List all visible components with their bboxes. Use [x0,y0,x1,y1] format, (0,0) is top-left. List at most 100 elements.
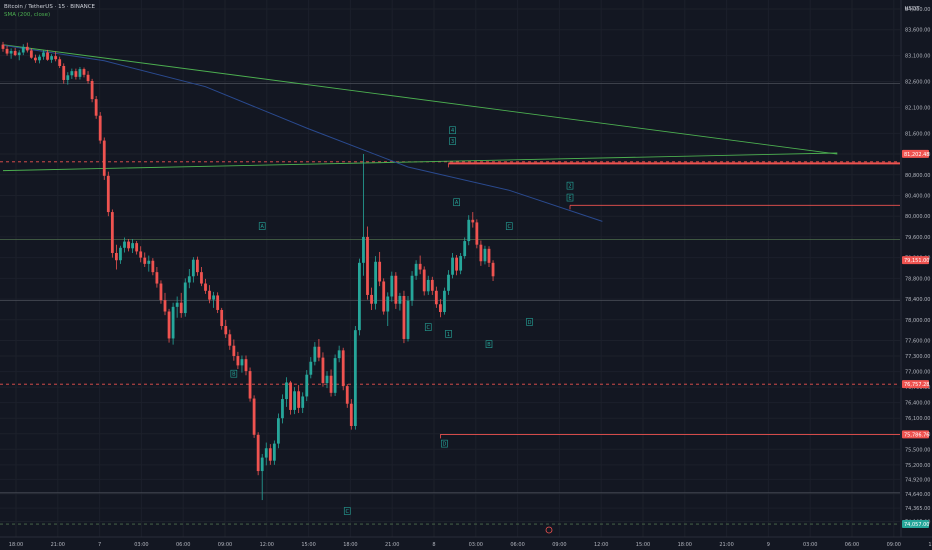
candle-body [301,396,305,408]
candle-body [459,256,463,271]
price-tick-label: 74,365.00 [905,506,930,512]
price-tick-label: 79,600.00 [905,235,930,241]
candle-body [208,290,211,300]
wave-label-box [441,439,448,448]
candle-body [487,248,491,263]
time-tick-label: 7 [98,542,101,548]
candle-body [244,359,248,372]
ascending-trendline [2,152,838,172]
candle-body [305,374,309,397]
candle-body [159,283,163,301]
candle-body [74,71,78,77]
candle-body [200,272,203,284]
candle-body [406,300,410,339]
candle-body [110,212,114,253]
candle-body [29,50,33,58]
time-tick-label: 06:00 [176,542,190,548]
candle-body [17,52,21,56]
candle-body [418,263,422,270]
candle-body [224,326,228,335]
price-tick-label: 78,000.00 [905,318,930,324]
event-marker-icon [545,526,553,534]
price-tick-label: 80,800.00 [905,173,930,179]
time-tick-label: 21:00 [385,542,399,548]
price-tick-label: 77,000.00 [905,370,930,376]
candle-body [102,140,106,176]
candle-body [439,304,442,313]
price-tag-label: 75,786.76 [904,432,929,438]
candle-body [90,81,94,100]
candle-body [394,275,398,304]
candle-body [430,279,434,291]
candle-body [171,306,175,339]
candle-body [390,275,394,297]
price-tick-label: 76,400.00 [905,401,930,407]
candle-body [147,260,151,264]
price-tick-label: 75,200.00 [905,463,930,469]
candle-body [54,56,58,60]
candle-body [297,391,301,408]
candle-body [115,252,118,261]
symbol-title: Bitcoin / TetherUS · 15 · BINANCE [4,4,96,10]
candle-body [277,418,280,444]
price-tick-label: 82,600.00 [905,80,930,86]
price-tick-label: 75,500.00 [905,447,930,453]
candle-body [163,300,167,312]
time-tick-label: 21:00 [51,542,65,548]
time-tick-label: 18:00 [343,542,357,548]
candle-body [414,263,418,276]
price-tick-label: 78,800.00 [905,276,930,282]
candle-body [256,434,260,472]
candle-body [313,346,317,362]
candle-body [471,219,475,223]
wave-label: 4 [451,128,454,134]
candle-body [248,371,252,399]
candle-body [66,75,70,80]
candle-body [479,244,483,262]
time-tick-label: 03:00 [134,542,148,548]
wave-label: D [443,442,447,448]
wave-label-box [449,137,456,145]
candle-body [443,290,446,313]
candle-body [370,294,373,304]
time-tick-label: 09:00 [552,542,566,548]
price-tag-label: 76,757.28 [904,382,929,388]
candle-body [491,262,495,277]
candle-body [139,251,143,258]
candle-body [151,260,155,273]
time-tick-label: 03:00 [469,542,483,548]
time-tick-label: 21:00 [719,542,733,548]
wave-label-box [485,340,493,348]
candle-body [131,243,134,249]
time-tick-label: 03:00 [803,542,817,548]
candle-body [293,391,296,410]
candle-body [78,69,82,77]
candle-body [475,222,479,245]
candle-body [196,259,199,273]
price-tag-label: 79,151.00 [904,258,929,264]
candle-body [236,356,240,366]
time-tick-label: 09:00 [218,542,232,548]
sma200-line [2,44,603,222]
wave-label: B [232,372,236,378]
candle-body [353,330,357,426]
wave-label: C [427,325,431,331]
candle-body [179,302,183,314]
wave-label: 2 [568,184,571,190]
candle-body [337,350,341,359]
wave-label: A [260,224,264,230]
price-tick-label: 77,300.00 [905,354,930,360]
chart-legend: Bitcoin / TetherUS · 15 · BINANCE SMA (2… [4,3,95,19]
candle-body [62,65,66,80]
price-tag [902,149,929,158]
price-tick-label: 82,100.00 [905,105,930,111]
candle-body [82,69,86,75]
candle-body [38,56,41,61]
candle-body [309,361,313,375]
candle-body [119,247,122,261]
candle-body [260,457,264,472]
candle-body [167,311,171,339]
